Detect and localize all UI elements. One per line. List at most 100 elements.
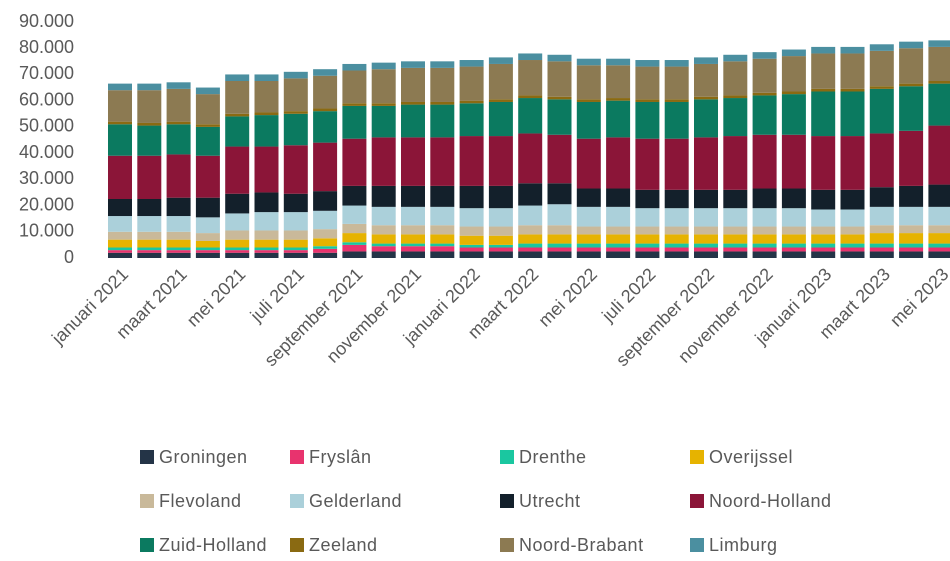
bar-segment	[166, 231, 191, 240]
bar-segment	[781, 247, 806, 252]
bar-segment	[459, 103, 484, 137]
bar-segment	[488, 251, 513, 258]
bar-segment	[840, 247, 865, 252]
bar-segment	[313, 246, 338, 249]
bar-segment	[606, 65, 631, 99]
bar-segment	[664, 189, 689, 209]
bar-segment	[137, 122, 162, 126]
legend-label: Noord-Holland	[709, 491, 832, 511]
bar-segment	[781, 56, 806, 92]
bar-segment	[430, 101, 455, 105]
bar-segment	[752, 226, 777, 235]
x-tick-label: september 2022	[612, 264, 718, 370]
bar-segment	[869, 243, 894, 248]
bar-segment	[547, 243, 572, 248]
bar-segment	[488, 226, 513, 236]
bar-segment	[313, 75, 338, 109]
bar-segment	[459, 60, 484, 67]
bar-segment	[283, 78, 308, 112]
bar-segment	[811, 226, 836, 235]
bar-segment	[371, 243, 396, 247]
bar-segment	[254, 252, 279, 258]
bar-segment	[283, 212, 308, 231]
bar-segment	[869, 187, 894, 207]
bar-segment	[225, 250, 250, 253]
bar-segment	[869, 44, 894, 51]
bar-segment	[108, 247, 132, 251]
bar-segment	[459, 244, 484, 248]
bar-segment	[606, 247, 631, 252]
bar-segment	[781, 234, 806, 244]
bar-segment	[664, 99, 689, 102]
bar-segment	[430, 61, 455, 68]
bar-segment	[401, 185, 425, 207]
bar-segment	[518, 133, 543, 184]
bar-segment	[664, 247, 689, 252]
bar-segment	[108, 121, 132, 125]
bar-segment	[664, 66, 689, 100]
bar-segment	[899, 185, 924, 207]
y-tick-label: 20.000	[19, 194, 74, 214]
bar-segment	[225, 239, 250, 248]
bar-segment	[488, 208, 513, 227]
bar-segment	[225, 146, 250, 194]
bar-segment	[928, 233, 950, 244]
bar-segment	[283, 247, 308, 251]
bar-segment	[547, 61, 572, 97]
bar-segment	[313, 142, 338, 192]
bar-segment	[635, 251, 660, 258]
legend-swatch	[290, 494, 304, 508]
x-tick-label: mei 2021	[183, 264, 250, 331]
bar-segment	[459, 136, 484, 186]
bar-segment	[518, 98, 543, 134]
bar-segment	[899, 86, 924, 131]
bar-segment	[195, 126, 220, 156]
bar-segment	[752, 58, 777, 93]
bar-segment	[137, 252, 162, 258]
bar-segment	[283, 145, 308, 194]
bar-segment	[606, 98, 631, 101]
bar-segment	[723, 136, 748, 190]
bar-segment	[459, 66, 484, 101]
bar-segment	[576, 101, 601, 139]
x-tick-label: mei 2023	[886, 264, 950, 331]
bar-segment	[313, 248, 338, 253]
bar-segment	[195, 197, 220, 218]
bar-segment	[752, 208, 777, 227]
bar-segment	[781, 94, 806, 135]
bar-segment	[811, 243, 836, 248]
bar-segment	[928, 184, 950, 207]
bar-segment	[752, 188, 777, 209]
bar-segment	[430, 67, 455, 102]
bar-segment	[283, 71, 308, 79]
bar-segment	[225, 74, 250, 81]
bar-segment	[723, 98, 748, 137]
bar-segment	[254, 112, 279, 116]
bar-segment	[781, 208, 806, 227]
bar-segment	[547, 225, 572, 235]
legend-swatch	[290, 450, 304, 464]
bar-segment	[840, 234, 865, 244]
bar-segment	[488, 101, 513, 137]
bar-segment	[781, 226, 806, 235]
legend-swatch	[140, 450, 154, 464]
legend-swatch	[140, 538, 154, 552]
y-tick-label: 60.000	[19, 89, 74, 109]
bar-segment	[752, 247, 777, 252]
bar-segment	[547, 251, 572, 258]
bar-segment	[313, 69, 338, 76]
bar-segment	[694, 189, 718, 209]
bar-segment	[664, 251, 689, 258]
bar-segment	[225, 213, 250, 231]
bar-segment	[752, 134, 777, 189]
bar-segment	[606, 58, 631, 66]
bar-segment	[723, 54, 748, 62]
bar-segment	[840, 136, 865, 190]
bar-segment	[225, 252, 250, 258]
bar-segment	[811, 53, 836, 89]
x-tick-label: mei 2022	[534, 264, 601, 331]
bar-segment	[752, 52, 777, 59]
bar-segment	[313, 210, 338, 230]
bar-segment	[576, 234, 601, 244]
